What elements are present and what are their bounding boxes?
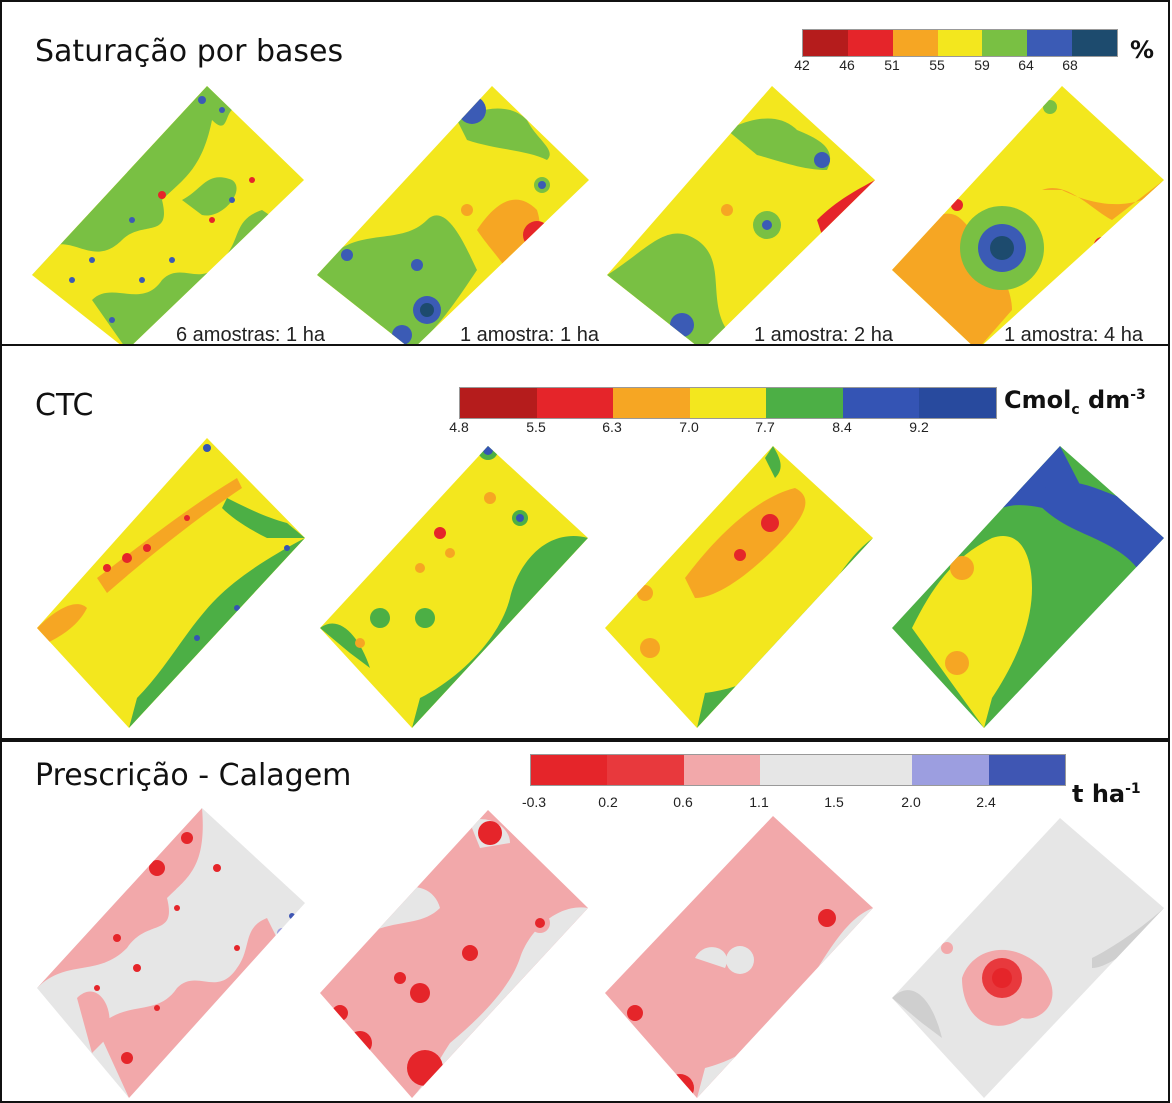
legend-unit: t ha-1 (1072, 780, 1141, 808)
legend-swatch (988, 755, 1065, 785)
legend-swatch (912, 755, 989, 785)
field-map (317, 86, 589, 344)
panel-saturacao: Saturação por bases 42 46 51 55 59 64 68… (0, 0, 1170, 346)
field-map (892, 818, 1164, 1098)
map-caption: 1 amostra: 2 ha (754, 324, 893, 346)
legend-tick: 2.0 (901, 794, 921, 810)
legend-tick: 2.4 (976, 794, 996, 810)
legend-tick: 55 (929, 57, 945, 73)
legend-unit: % (1130, 36, 1155, 64)
legend-tick: 7.7 (755, 419, 775, 435)
unit-base: t ha (1072, 780, 1126, 808)
legend-swatch (536, 388, 614, 418)
field-map (605, 816, 873, 1098)
legend-tick: 9.2 (909, 419, 929, 435)
field-map (892, 446, 1164, 728)
legend-tick: -0.3 (521, 794, 547, 810)
field-map (320, 446, 588, 728)
legend-swatch (1027, 30, 1073, 56)
legend-swatch (937, 30, 983, 56)
legend-swatch (982, 30, 1028, 56)
legend-ticks: -0.3 0.2 0.6 1.1 1.5 2.0 2.4 (522, 794, 1064, 814)
field-map (607, 86, 875, 344)
legend-swatch (460, 388, 537, 418)
unit-base: Cmol (1004, 386, 1072, 414)
legend-swatch (766, 388, 843, 418)
legend-tick: 68 (1062, 57, 1078, 73)
legend-swatch (683, 755, 760, 785)
legend-tick: 42 (794, 57, 810, 73)
field-map (32, 86, 304, 344)
field-map (892, 86, 1164, 344)
legend-tick: 64 (1018, 57, 1034, 73)
legend-unit: Cmolc dm-3 (1004, 386, 1146, 418)
legend-swatch (847, 30, 893, 56)
legend-swatch (892, 30, 938, 56)
panel-ctc: CTC 4.8 5.5 6.3 7.0 7.7 8.4 9.2 Cmolc dm… (0, 346, 1170, 740)
legend-tick: 59 (974, 57, 990, 73)
legend-swatch (689, 388, 767, 418)
panel-prescricao: Prescrição - Calagem -0.3 0.2 0.6 1.1 1.… (0, 740, 1170, 1103)
legend-tick: 1.5 (824, 794, 844, 810)
legend-swatch (613, 388, 690, 418)
field-map (37, 438, 305, 728)
field-map (320, 810, 588, 1098)
unit-superscript: -3 (1130, 387, 1146, 403)
panel-title: CTC (35, 388, 94, 423)
legend-tick: 46 (839, 57, 855, 73)
map-caption: 6 amostras: 1 ha (176, 324, 325, 346)
legend-swatch (836, 755, 913, 785)
legend-swatch (842, 388, 920, 418)
legend-tick: 1.1 (749, 794, 769, 810)
legend-swatch (531, 755, 608, 785)
unit-mid: dm (1079, 386, 1131, 414)
legend-tick: 0.6 (673, 794, 693, 810)
legend-ticks: 4.8 5.5 6.3 7.0 7.7 8.4 9.2 (449, 419, 995, 439)
unit-superscript: -1 (1125, 781, 1141, 797)
map-caption: 1 amostra: 4 ha (1004, 324, 1143, 346)
legend-tick: 8.4 (832, 419, 852, 435)
legend-tick: 0.2 (598, 794, 618, 810)
legend-swatch (803, 30, 848, 56)
legend-tick: 4.8 (449, 419, 469, 435)
color-legend (459, 387, 997, 419)
field-map (605, 446, 873, 728)
legend-tick: 7.0 (679, 419, 699, 435)
legend-swatch (919, 388, 997, 418)
legend-swatch (759, 755, 837, 785)
legend-tick: 51 (884, 57, 900, 73)
legend-swatch (1072, 30, 1118, 56)
legend-swatch (607, 755, 684, 785)
legend-tick: 6.3 (602, 419, 622, 435)
field-map (37, 808, 305, 1098)
unit-subscript: c (1071, 401, 1080, 418)
color-legend (530, 754, 1066, 786)
panel-title: Saturação por bases (35, 34, 344, 69)
map-caption: 1 amostra: 1 ha (460, 324, 599, 346)
panel-title: Prescrição - Calagem (35, 758, 352, 793)
legend-ticks: 42 46 51 55 59 64 68 (794, 57, 1116, 77)
color-legend (802, 29, 1118, 57)
legend-tick: 5.5 (526, 419, 546, 435)
